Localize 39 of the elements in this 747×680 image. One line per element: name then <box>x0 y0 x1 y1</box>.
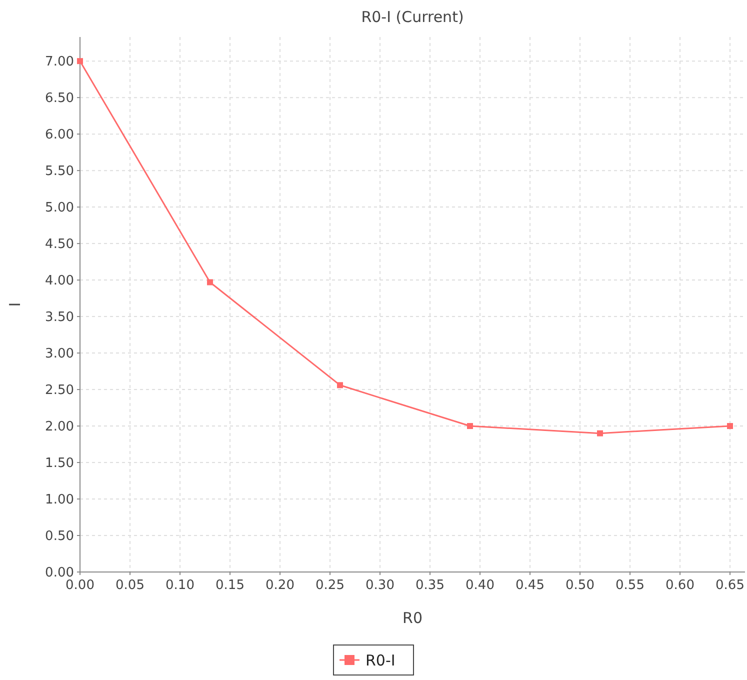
x-tick-label: 0.05 <box>116 578 144 593</box>
x-tick-label: 0.60 <box>666 578 694 593</box>
y-tick-label: 5.00 <box>45 200 74 216</box>
y-tick-label: 2.00 <box>45 420 74 435</box>
x-tick-label: 0.25 <box>316 578 344 593</box>
y-tick-label: 4.50 <box>45 237 74 252</box>
y-tick-label: 1.50 <box>45 456 74 472</box>
x-tick-label: 0.65 <box>716 578 744 593</box>
x-tick-label: 0.20 <box>266 578 294 593</box>
y-tick-label: 3.50 <box>45 310 74 326</box>
y-axis-title: I <box>6 302 24 307</box>
chart-title: R0-I (Current) <box>361 8 464 26</box>
y-tick-label: 1.00 <box>45 492 74 508</box>
point <box>597 430 603 436</box>
x-tick-label: 0.15 <box>216 578 244 593</box>
y-tick-label: 3.00 <box>45 346 74 362</box>
x-tick-label: 0.50 <box>566 578 594 593</box>
legend-label: R0-I <box>366 651 396 670</box>
point <box>727 423 733 430</box>
x-tick-label: 0.55 <box>616 578 644 593</box>
y-tick-label: 2.50 <box>45 383 74 398</box>
y-tick-label: 0.00 <box>45 566 74 581</box>
point <box>337 382 343 388</box>
point <box>467 423 473 430</box>
x-tick-label: 0.35 <box>416 578 444 593</box>
x-tick-label: 0.45 <box>516 578 544 593</box>
x-tick-label: 0.10 <box>166 578 194 593</box>
y-tick-label: 5.50 <box>45 164 74 180</box>
y-tick-label: 7.00 <box>45 54 74 70</box>
x-axis-title: R0 <box>402 609 422 627</box>
y-tick-label: 0.50 <box>45 529 74 544</box>
point <box>77 58 83 64</box>
y-tick-label: 6.50 <box>45 91 74 106</box>
x-tick-label: 0.00 <box>66 578 94 593</box>
x-tick-label: 0.40 <box>466 578 494 593</box>
point <box>207 279 213 286</box>
y-tick-label: 4.00 <box>45 274 74 289</box>
y-tick-label: 6.00 <box>45 128 74 143</box>
x-tick-label: 0.30 <box>366 578 394 593</box>
